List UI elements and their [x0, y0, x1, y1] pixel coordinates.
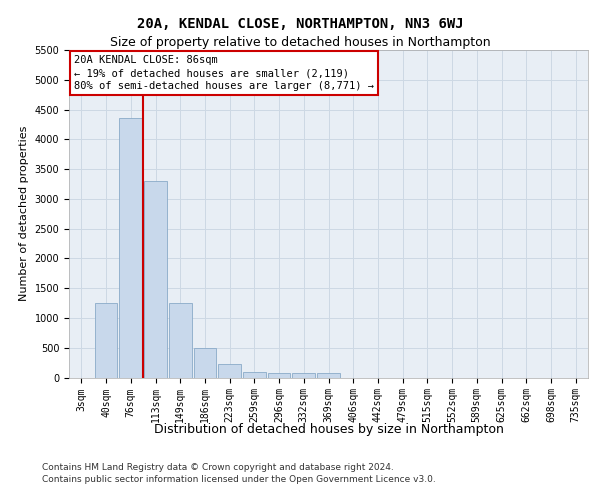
- Bar: [218, 364, 241, 378]
- Text: Contains HM Land Registry data © Crown copyright and database right 2024.: Contains HM Land Registry data © Crown c…: [42, 462, 394, 471]
- Bar: [169, 303, 191, 378]
- Text: Contains public sector information licensed under the Open Government Licence v3: Contains public sector information licen…: [42, 475, 436, 484]
- Text: Size of property relative to detached houses in Northampton: Size of property relative to detached ho…: [110, 36, 490, 49]
- Text: Distribution of detached houses by size in Northampton: Distribution of detached houses by size …: [154, 422, 504, 436]
- Y-axis label: Number of detached properties: Number of detached properties: [19, 126, 29, 302]
- Bar: [119, 118, 142, 378]
- Bar: [243, 372, 266, 378]
- Bar: [194, 348, 216, 378]
- Text: 20A KENDAL CLOSE: 86sqm
← 19% of detached houses are smaller (2,119)
80% of semi: 20A KENDAL CLOSE: 86sqm ← 19% of detache…: [74, 55, 374, 92]
- Bar: [95, 303, 118, 378]
- Bar: [292, 373, 315, 378]
- Bar: [317, 373, 340, 378]
- Text: 20A, KENDAL CLOSE, NORTHAMPTON, NN3 6WJ: 20A, KENDAL CLOSE, NORTHAMPTON, NN3 6WJ: [137, 18, 463, 32]
- Bar: [268, 373, 290, 378]
- Bar: [144, 181, 167, 378]
